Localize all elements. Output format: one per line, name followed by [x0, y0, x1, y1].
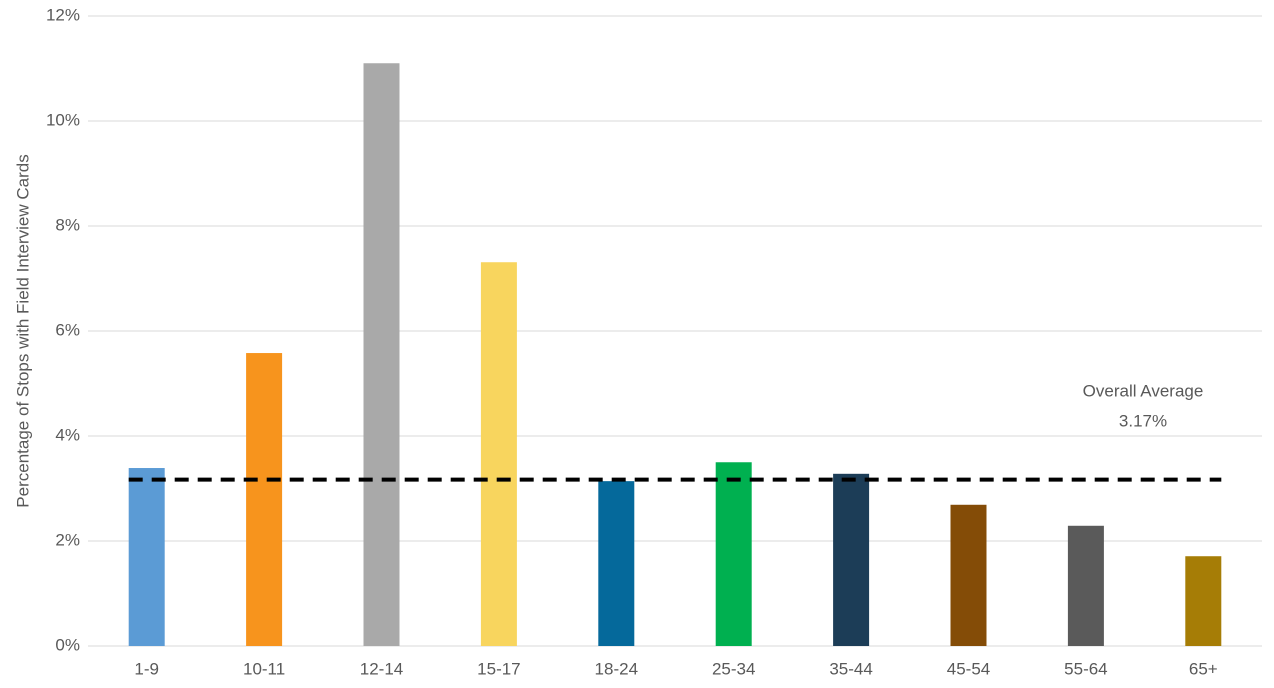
chart: Percentage of Stops with Field Interview… — [0, 0, 1274, 688]
x-tick-label: 15-17 — [477, 659, 520, 678]
bar — [716, 462, 752, 646]
average-label: Overall Average — [1083, 381, 1204, 400]
y-tick-label: 0% — [55, 635, 80, 654]
average-value-label: 3.17% — [1119, 411, 1167, 430]
x-tick-label: 18-24 — [595, 659, 638, 678]
bar — [481, 262, 517, 646]
x-tick-label: 55-64 — [1064, 659, 1107, 678]
bar — [951, 505, 987, 646]
bar — [1068, 526, 1104, 646]
bar — [364, 63, 400, 646]
y-tick-label: 6% — [55, 320, 80, 339]
y-tick-label: 12% — [46, 5, 80, 24]
y-tick-label: 4% — [55, 425, 80, 444]
x-tick-label: 45-54 — [947, 659, 990, 678]
x-tick-label: 65+ — [1189, 659, 1218, 678]
y-tick-label: 8% — [55, 215, 80, 234]
x-tick-label: 35-44 — [829, 659, 872, 678]
x-tick-label: 25-34 — [712, 659, 755, 678]
bar — [833, 474, 869, 646]
x-tick-label: 1-9 — [134, 659, 159, 678]
y-tick-label: 10% — [46, 110, 80, 129]
x-tick-label: 12-14 — [360, 659, 403, 678]
y-axis-label: Percentage of Stops with Field Interview… — [13, 154, 32, 507]
x-tick-label: 10-11 — [243, 659, 285, 678]
y-tick-label: 2% — [55, 530, 80, 549]
bar — [1185, 556, 1221, 646]
bar — [598, 481, 634, 646]
bar — [129, 468, 165, 646]
bar — [246, 353, 282, 646]
